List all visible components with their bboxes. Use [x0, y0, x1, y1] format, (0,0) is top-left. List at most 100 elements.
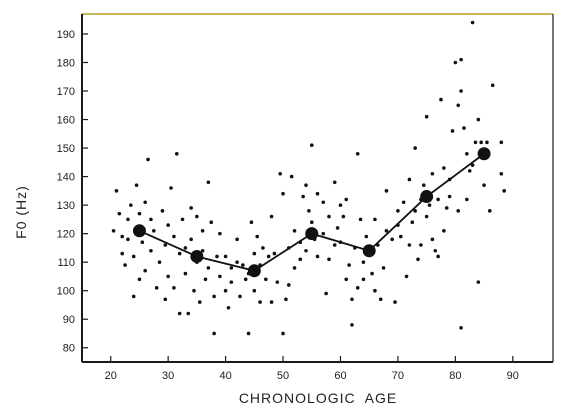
y-tick-label: 100	[57, 286, 75, 298]
data-point	[427, 203, 432, 207]
data-point	[398, 234, 403, 239]
data-point	[166, 274, 170, 279]
data-point	[358, 217, 363, 222]
data-point	[442, 166, 446, 170]
data-point	[272, 251, 277, 256]
data-point	[137, 277, 142, 282]
data-point	[479, 140, 484, 145]
data-point	[462, 126, 466, 130]
data-point	[212, 294, 216, 299]
data-point	[223, 254, 228, 259]
mean-marker	[190, 249, 204, 263]
data-point	[396, 209, 400, 213]
scatter-points	[111, 20, 506, 336]
x-tick-label: 90	[507, 370, 519, 382]
data-point	[450, 129, 455, 133]
data-point	[413, 209, 417, 213]
data-point	[111, 228, 116, 233]
data-point	[344, 197, 349, 202]
data-point	[502, 189, 506, 193]
data-point	[361, 277, 366, 282]
mean-marker	[305, 227, 319, 241]
data-point	[126, 237, 130, 242]
data-point	[490, 83, 495, 88]
data-point	[364, 234, 369, 239]
data-point	[163, 243, 168, 247]
data-point	[442, 228, 446, 233]
data-point	[355, 286, 360, 290]
data-point	[315, 254, 320, 259]
data-point	[459, 89, 463, 93]
data-point	[439, 97, 443, 102]
data-point	[123, 263, 127, 267]
data-point	[373, 288, 377, 293]
data-point	[183, 246, 188, 250]
data-point	[476, 117, 481, 122]
data-point	[218, 231, 222, 236]
data-point	[430, 237, 435, 242]
data-point	[226, 306, 231, 310]
data-point	[499, 140, 504, 145]
data-point	[200, 228, 205, 233]
data-point	[281, 331, 285, 336]
data-point	[223, 288, 228, 293]
x-tick-label: 70	[392, 370, 404, 382]
data-point	[407, 177, 412, 182]
x-tick-label: 80	[449, 370, 461, 382]
data-point	[456, 209, 461, 213]
data-point	[378, 297, 383, 302]
data-point	[341, 214, 346, 219]
data-point	[459, 57, 463, 62]
data-point	[131, 294, 136, 299]
data-point	[335, 226, 340, 230]
data-point	[381, 266, 386, 270]
mean-line	[139, 153, 485, 272]
data-point	[327, 257, 331, 262]
data-point	[289, 174, 294, 179]
data-point	[373, 217, 377, 222]
data-point	[430, 171, 435, 176]
data-point	[309, 143, 314, 148]
data-point	[269, 214, 274, 219]
data-point	[278, 171, 282, 176]
data-point	[258, 300, 262, 304]
data-point	[410, 220, 415, 225]
data-point	[241, 263, 245, 267]
data-point	[473, 140, 478, 145]
data-point	[286, 283, 291, 287]
data-point	[453, 60, 458, 65]
data-point	[332, 180, 337, 185]
data-point	[413, 146, 417, 150]
data-point	[332, 243, 337, 247]
data-point	[177, 311, 182, 316]
mean-marker	[362, 244, 376, 258]
data-point	[350, 323, 354, 327]
data-point	[203, 277, 208, 282]
data-point	[180, 217, 185, 222]
y-axis-title-group: F0 (Hz)	[13, 185, 29, 239]
data-point	[499, 171, 504, 176]
x-axis-title: CHRONOLOGIC AGE	[239, 390, 397, 406]
mean-marker	[477, 147, 491, 161]
data-point	[215, 254, 219, 259]
y-tick-label: 160	[57, 115, 75, 127]
data-point	[255, 234, 259, 239]
data-point	[347, 263, 351, 267]
mean-marker	[420, 190, 434, 204]
data-point	[419, 243, 423, 247]
data-point	[160, 209, 165, 213]
data-point	[189, 237, 193, 242]
data-point	[140, 240, 145, 244]
data-point	[249, 220, 254, 225]
data-point	[151, 228, 156, 233]
data-point	[424, 114, 429, 119]
y-tick-label: 110	[57, 257, 75, 269]
data-point	[131, 254, 136, 259]
data-point	[169, 186, 173, 190]
data-point	[246, 331, 251, 336]
data-point	[235, 237, 239, 242]
y-tick-label: 80	[63, 343, 75, 355]
data-point	[421, 183, 426, 187]
y-tick-label: 170	[57, 86, 75, 98]
data-point	[307, 209, 311, 213]
